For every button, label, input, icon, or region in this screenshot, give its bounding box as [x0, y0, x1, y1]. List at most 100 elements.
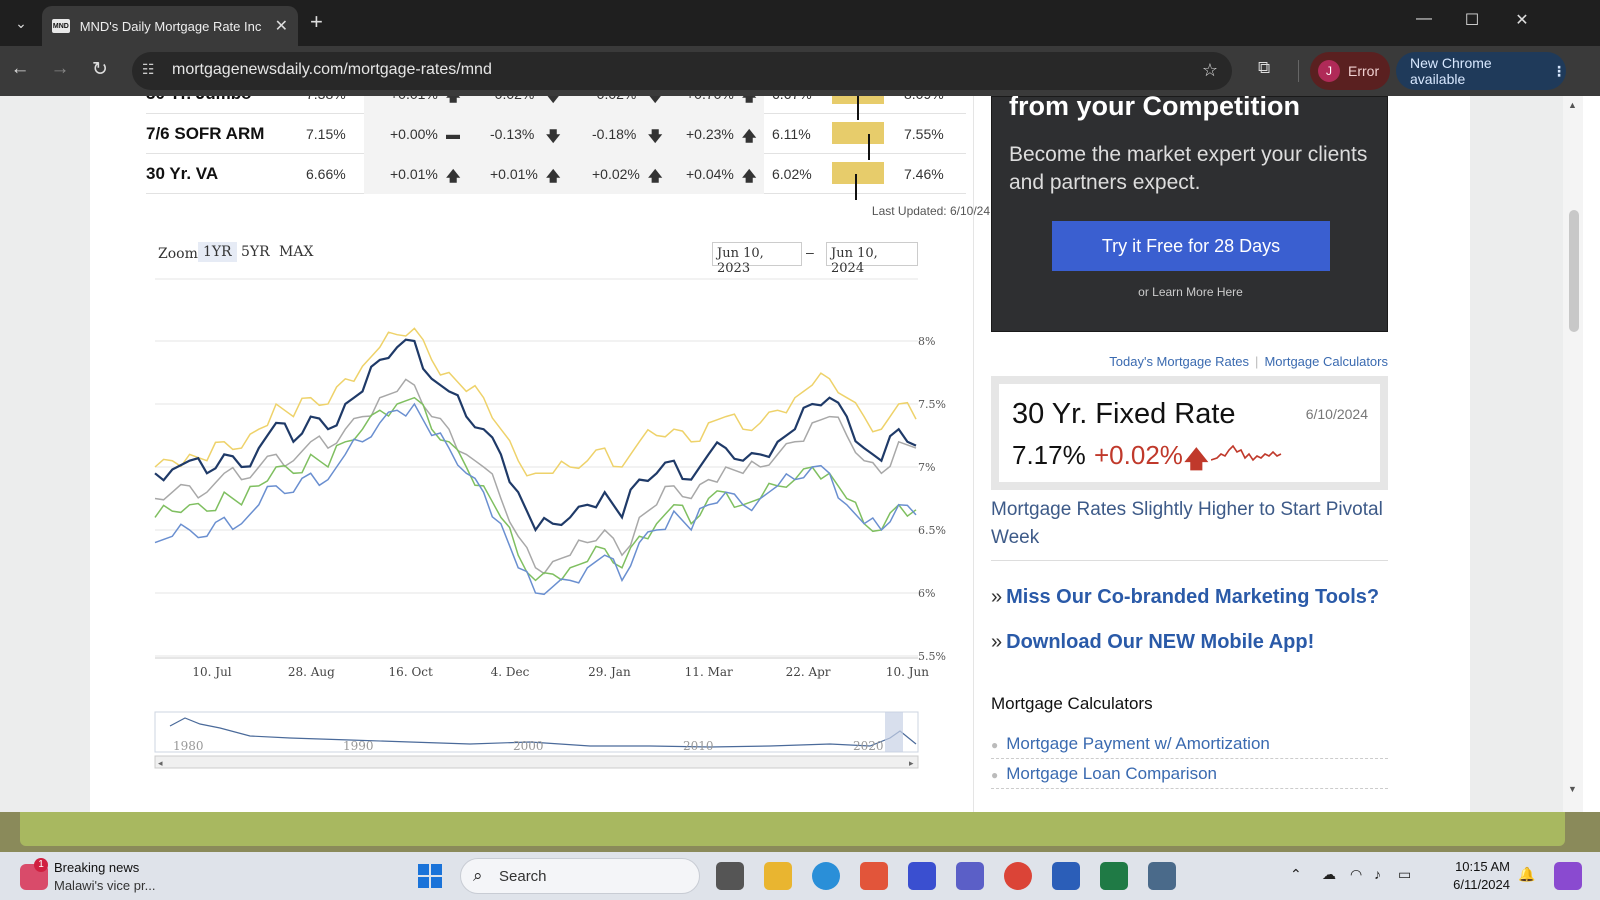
scroll-down-icon[interactable]: ▼ — [1568, 784, 1577, 794]
arrow-up-icon: 🡅 — [1184, 446, 1209, 473]
range-bar — [832, 162, 884, 200]
arrow-down-icon: 🡇 — [546, 96, 561, 104]
excel-icon[interactable] — [1100, 862, 1128, 890]
app-icon[interactable] — [908, 862, 936, 890]
column-divider — [973, 96, 974, 812]
tab-search-chevron-icon[interactable]: ⌄ — [15, 14, 27, 31]
close-window-icon[interactable]: ✕ — [1515, 12, 1529, 29]
series-line — [154, 327, 917, 477]
minimize-icon[interactable]: — — [1416, 10, 1432, 27]
bookmark-star-icon[interactable]: ☆ — [1201, 60, 1218, 80]
change-cells-bg — [364, 114, 764, 154]
notification-bell-icon[interactable]: 🔔 — [1518, 866, 1536, 882]
rate-row-change: -0.02% — [490, 96, 534, 102]
rate-card-rate: 7.17% — [1012, 440, 1086, 470]
toolbar-divider — [1298, 60, 1299, 82]
onedrive-icon[interactable]: ☁ — [1322, 866, 1336, 882]
date-to-input[interactable]: Jun 10, 2024 — [826, 242, 918, 276]
series-line — [154, 338, 917, 533]
copilot-icon[interactable] — [1554, 862, 1582, 890]
rate-row-change: +0.01% — [390, 96, 438, 102]
battery-icon[interactable]: ▭ — [1398, 866, 1412, 882]
maximize-icon[interactable]: ☐ — [1464, 12, 1480, 29]
arrow-up-icon: 🡅 — [446, 96, 461, 104]
todays-rates-link[interactable]: Today's Mortgage Rates — [1109, 354, 1250, 369]
new-tab-button[interactable]: + — [310, 9, 323, 34]
forward-icon[interactable]: → — [50, 58, 70, 79]
rate-row-high: 8.09% — [904, 96, 944, 102]
scroll-up-icon[interactable]: ▲ — [1568, 100, 1577, 110]
range-marker — [855, 174, 857, 200]
arrow-up-icon: 🡅 — [742, 168, 757, 184]
calc-item-payment[interactable]: ● Mortgage Payment w/ Amortization — [991, 734, 1388, 759]
range-bar — [832, 122, 884, 160]
task-view-icon[interactable] — [716, 862, 744, 890]
calculators-link[interactable]: Mortgage Calculators — [1264, 354, 1388, 369]
navigator-year-label: 2000 — [513, 739, 544, 753]
change-cells-bg — [364, 96, 764, 114]
wifi-icon[interactable]: ◠ — [1350, 866, 1363, 882]
tab-strip: ⌄ MND MND's Daily Mortgage Rate Inc ✕ + … — [0, 0, 1600, 46]
rate-row: 30 Yr. Jumbo 7.38% +0.01% 🡅 -0.02% 🡇 -0.02% 🡇 +0… — [146, 96, 966, 120]
site-info-icon[interactable]: ☷ — [142, 61, 155, 77]
active-tab[interactable]: MND MND's Daily Mortgage Rate Inc ✕ — [42, 6, 298, 46]
calculator-icon[interactable] — [1148, 862, 1176, 890]
page-scrollbar[interactable]: ▲ ▼ — [1563, 96, 1583, 812]
marketing-tools-link[interactable]: » Miss Our Co-branded Marketing Tools? — [991, 586, 1380, 608]
taskbar: 1 Breaking news Malawi's vice pr... ⌕ Se… — [0, 852, 1600, 900]
x-tick-label: 4. Dec — [491, 665, 530, 679]
rate-row-low: 6.11% — [772, 126, 811, 142]
volume-icon[interactable]: ♪ — [1374, 866, 1381, 882]
close-tab-icon[interactable]: ✕ — [274, 18, 288, 35]
edge-icon[interactable] — [812, 862, 840, 890]
back-icon[interactable]: ← — [10, 58, 30, 79]
x-tick-label: 11. Mar — [685, 665, 733, 679]
rate-row-change: -0.13% — [490, 126, 535, 142]
mnd-favicon-icon: MND — [52, 19, 70, 33]
extensions-icon[interactable]: ⧉ — [1258, 58, 1271, 77]
menu-kebab-icon[interactable]: ⋮ — [1552, 62, 1566, 79]
mobile-app-link[interactable]: » Download Our NEW Mobile App! — [991, 631, 1315, 653]
profile-error-chip[interactable]: J Error — [1310, 52, 1390, 90]
rate-row-change: -0.02% — [592, 96, 636, 102]
update-label: New Chrome available — [1410, 55, 1492, 87]
file-explorer-icon[interactable] — [764, 862, 792, 890]
zoom-5yr-button[interactable]: 5YR — [241, 244, 270, 260]
reload-icon[interactable]: ↻ — [92, 59, 108, 80]
chrome-icon[interactable] — [1004, 862, 1032, 890]
zoom-max-button[interactable]: MAX — [279, 244, 314, 260]
store-icon[interactable] — [860, 862, 888, 890]
navigator-line — [169, 717, 917, 748]
arrow-up-icon: 🡅 — [546, 168, 561, 184]
windows-start-icon[interactable] — [416, 862, 444, 890]
taskbar-search[interactable]: ⌕ Search — [460, 858, 700, 894]
rate-row-low: 6.67% — [772, 96, 812, 102]
news-headline-link[interactable]: Mortgage Rates Slightly Higher to Start … — [991, 496, 1388, 561]
zoom-1yr-button[interactable]: 1YR — [198, 242, 237, 262]
rate-row-change: +0.00% — [390, 126, 438, 142]
arrow-up-icon: 🡅 — [446, 168, 461, 184]
rate-row-name: 30 Yr. VA — [146, 164, 219, 183]
profile-avatar: J — [1318, 60, 1340, 82]
word-icon[interactable] — [1052, 862, 1080, 890]
tray-chevron-icon[interactable]: ⌃ — [1290, 866, 1302, 882]
fixed-rate-card[interactable]: 30 Yr. Fixed Rate 6/10/2024 7.17% +0.02%… — [991, 376, 1388, 490]
error-label: Error — [1348, 63, 1380, 79]
news-title: Breaking news — [54, 860, 140, 875]
rate-row-high: 7.55% — [904, 126, 944, 142]
date-from-input[interactable]: Jun 10, 2023 — [712, 242, 802, 276]
system-clock[interactable]: 10:15 AM 6/11/2024 — [1420, 858, 1510, 894]
url-text[interactable]: mortgagenewsdaily.com/mortgage-rates/mnd — [172, 61, 492, 78]
address-bar[interactable]: ☷ mortgagenewsdaily.com/mortgage-rates/m… — [132, 52, 1232, 90]
scrollbar-thumb[interactable] — [1569, 210, 1579, 332]
calc-item-comparison[interactable]: ● Mortgage Loan Comparison — [991, 764, 1388, 789]
rate-history-chart[interactable]: 8% 7.5% 7% 6.5% 6% 5.5% 10. Jul 28. Aug 16. Oct 4… — [90, 276, 990, 806]
x-tick-label: 16. Oct — [389, 665, 433, 679]
teams-icon[interactable] — [956, 862, 984, 890]
free-trial-button[interactable]: Try it Free for 28 Days — [1052, 221, 1330, 271]
learn-more-link[interactable]: or Learn More Here — [1138, 285, 1243, 299]
background-window — [0, 812, 1600, 852]
chrome-update-button[interactable]: New Chrome available ⋮ — [1396, 52, 1566, 90]
rate-row: 30 Yr. VA 6.66% +0.01% 🡅 +0.01% 🡅 +0.02% 🡅 +0.04… — [146, 154, 966, 200]
navigator-year-label: 1980 — [173, 739, 204, 753]
